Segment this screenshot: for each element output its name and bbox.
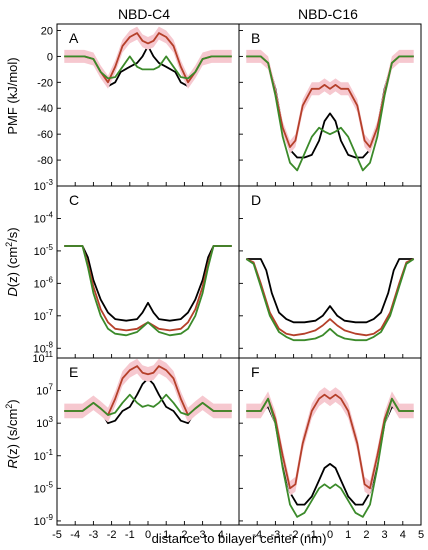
row-1-ylabel: PMF (kJ/mol) bbox=[5, 57, 20, 134]
x-tick-label: -3 bbox=[89, 529, 99, 541]
x-tick-label: 5 bbox=[418, 529, 424, 541]
row-2-ylabel: D(z) (cm2/s) bbox=[4, 227, 20, 296]
panel-letter: A bbox=[69, 30, 79, 46]
y-tick-label: 10-7 bbox=[34, 308, 54, 323]
y-tick-label: 10-4 bbox=[34, 210, 54, 225]
x-tick-label: -2 bbox=[107, 529, 117, 541]
panel-frame bbox=[56, 357, 240, 526]
x-tick-label: -4 bbox=[70, 529, 80, 541]
x-axis-title: distance to bilayer center (nm) bbox=[152, 531, 327, 546]
y-tick-label: 10-6 bbox=[34, 275, 54, 290]
y-tick-label: 10-5 bbox=[34, 243, 54, 258]
panel-f: -4 -3 -2 -1 0 1 2 3 4 5 F bbox=[238, 357, 424, 541]
y-tick-label: 103 bbox=[36, 415, 53, 430]
series-green-line bbox=[246, 55, 414, 172]
y-tick-label: 10-8 bbox=[34, 340, 54, 355]
series-red-line bbox=[246, 393, 414, 490]
y-tick-label: 10-9 bbox=[34, 513, 54, 528]
series-green-line bbox=[64, 55, 232, 80]
panels: 200-20-40-60-80A B10-310-410-510-610-710-… bbox=[32, 23, 424, 541]
x-tick-label: 2 bbox=[363, 529, 369, 541]
svg-text:R(z) (s/cm2): R(z) (s/cm2) bbox=[4, 399, 20, 468]
y-tick-label: 10-1 bbox=[34, 448, 54, 463]
svg-text:D(z) (cm2/s): D(z) (cm2/s) bbox=[4, 227, 20, 296]
x-tick-label: 4 bbox=[400, 529, 406, 541]
x-tick-label: 2 bbox=[181, 529, 187, 541]
x-tick-label: -3 bbox=[271, 529, 281, 541]
x-tick-label: 4 bbox=[218, 529, 224, 541]
panel-letter: B bbox=[251, 30, 260, 46]
series-red-error-band bbox=[246, 49, 414, 154]
x-tick-label: -1 bbox=[125, 529, 135, 541]
panel-a: 20 0 -20 -40 -60 -80 A bbox=[37, 23, 240, 187]
series-green-line bbox=[64, 393, 232, 416]
x-tick-label: 3 bbox=[382, 529, 388, 541]
series-black-line bbox=[246, 258, 414, 324]
series-red-line bbox=[245, 258, 415, 337]
x-tick-label: -1 bbox=[307, 529, 317, 541]
series-red-line bbox=[64, 32, 232, 84]
y-tick-label: 1011 bbox=[32, 350, 53, 365]
panel-d: D bbox=[238, 185, 422, 359]
panel-letter: F bbox=[251, 364, 260, 380]
panel-frame bbox=[238, 357, 422, 526]
x-tick-label: -5 bbox=[52, 529, 62, 541]
y-tick-label: 0 bbox=[47, 51, 53, 63]
x-tick-label: 3 bbox=[200, 529, 206, 541]
panel-c: 10-3 10-4 10-5 10-6 10-7 10-8 C bbox=[34, 178, 240, 359]
y-tick-label: 10-3 bbox=[34, 178, 54, 193]
x-tick-label: 1 bbox=[163, 529, 169, 541]
panel-letter: D bbox=[251, 192, 261, 208]
column-title-right: NBD-C16 bbox=[298, 6, 358, 22]
y-tick-label: -80 bbox=[37, 155, 53, 167]
x-tick-label: -2 bbox=[289, 529, 299, 541]
svg-text:PMF (kJ/mol): PMF (kJ/mol) bbox=[5, 57, 20, 134]
x-tick-label: 0 bbox=[145, 529, 151, 541]
series-green-line bbox=[246, 397, 414, 518]
panel-e: -5 -4 -3 -2 -1 0 1 2 3 4 1011 107 103 10-1 10-5 10-9 E bbox=[32, 350, 240, 541]
series-black-line bbox=[64, 245, 232, 322]
y-tick-label: 107 bbox=[36, 383, 53, 398]
panel-letter: E bbox=[69, 364, 78, 380]
series-red-error-band bbox=[64, 358, 232, 423]
y-tick-label: 10-5 bbox=[34, 480, 54, 495]
panel-frame bbox=[56, 185, 240, 359]
series-red-error-band bbox=[64, 26, 232, 89]
x-tick-label: -4 bbox=[252, 529, 262, 541]
y-tick-label: -20 bbox=[37, 77, 53, 89]
x-tick-label: 1 bbox=[345, 529, 351, 541]
panel-b: B bbox=[238, 23, 422, 187]
series-green-line bbox=[245, 258, 415, 342]
y-tick-label: 20 bbox=[41, 25, 53, 37]
y-tick-label: -60 bbox=[37, 129, 53, 141]
y-tick-label: -40 bbox=[37, 103, 53, 115]
panel-letter: C bbox=[69, 192, 79, 208]
series-black-line bbox=[246, 405, 414, 506]
series-red-line bbox=[246, 55, 414, 149]
series-red-line bbox=[64, 245, 232, 332]
series-red-error-band bbox=[246, 387, 414, 496]
panel-frame bbox=[238, 23, 422, 187]
column-title-left: NBD-C4 bbox=[118, 6, 170, 22]
series-green-line bbox=[64, 245, 232, 337]
row-3-ylabel: R(z) (s/cm2) bbox=[4, 399, 20, 468]
x-tick-label: 0 bbox=[327, 529, 333, 541]
